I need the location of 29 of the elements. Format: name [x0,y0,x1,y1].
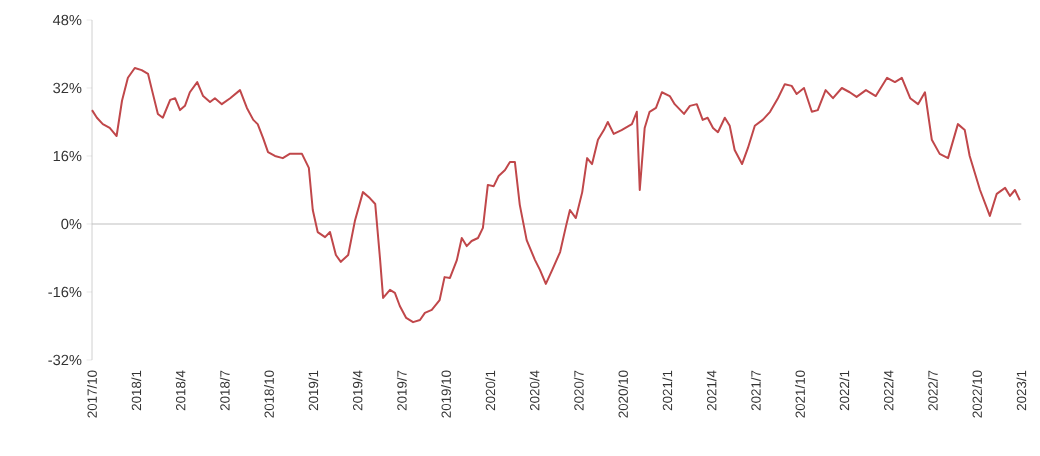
x-tick-label: 2019/1 [308,370,319,411]
x-tick-label: 2017/10 [87,370,97,418]
x-tick-label: 2019/4 [352,370,363,411]
x-tick-label: 2021/10 [795,370,805,418]
y-tick-label: 32% [53,82,82,94]
x-tick-label: 2021/7 [750,370,761,411]
line-series [91,67,1021,324]
y-tick-label: -32% [48,354,82,366]
x-tick-label: 2021/1 [662,370,673,411]
x-tick-label: 2020/1 [485,370,496,411]
x-tick-label: 2023/1 [1016,370,1027,411]
x-tick-label: 2018/10 [264,370,274,418]
x-tick-label: 2021/4 [706,370,717,411]
x-tick-label: 2022/1 [839,370,850,411]
x-tick-label: 2022/7 [927,370,938,411]
y-tick-label: 16% [53,150,82,162]
x-tick-label: 2020/10 [618,370,628,418]
y-tick-label: 48% [52,14,82,26]
x-tick-label: 2022/4 [883,370,894,411]
x-tick-label: 2022/10 [972,370,982,418]
x-tick-label: 2018/4 [175,370,186,411]
x-tick-label: 2018/1 [131,370,142,411]
y-tick-label: -16% [48,286,82,298]
x-tick-label: 2020/4 [529,370,540,411]
x-tick-label: 2019/10 [441,370,451,418]
x-tick-label: 2018/7 [219,370,230,411]
y-tick-label: 0% [61,218,82,230]
x-tick-label: 2020/7 [573,370,584,411]
x-tick-label: 2019/7 [396,370,407,411]
